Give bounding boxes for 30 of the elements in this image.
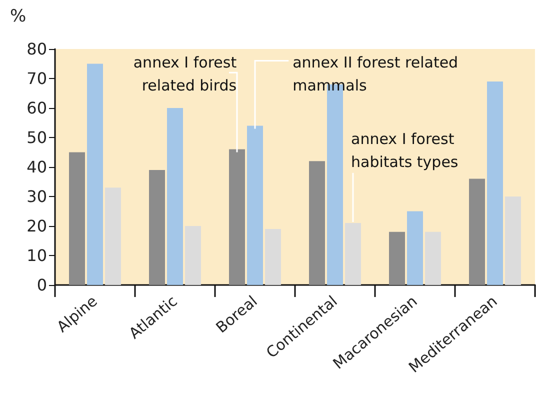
bar [265,228,281,285]
bar [69,152,85,285]
bar [105,188,121,285]
bar [425,232,441,285]
bar [309,161,325,285]
bar [185,226,201,285]
y-tick-label: 50 [26,128,47,147]
y-tick-label: 20 [26,216,47,236]
y-tick-label: 0 [36,276,47,294]
y-tick-label: 10 [26,246,47,265]
bar [345,223,361,285]
bar [247,126,263,285]
text: annex I forest related birds [133,53,237,94]
bar [87,64,103,285]
series-label: annex II forest related mammals [292,53,458,94]
bar [167,108,183,285]
y-tick-label: 60 [26,98,47,118]
text: annex I forest habitats types [351,130,458,171]
bar [229,149,245,285]
bar [389,232,405,285]
y-axis-title: % [10,6,26,26]
y-tick-label: 30 [26,187,47,206]
bar [487,81,503,285]
bar [469,178,485,285]
y-tick-label: 70 [26,69,47,88]
bar [505,196,521,285]
bar [149,170,165,285]
y-tick-label: 80 [26,40,47,58]
bar [407,211,423,285]
y-tick-label: 40 [26,158,47,176]
